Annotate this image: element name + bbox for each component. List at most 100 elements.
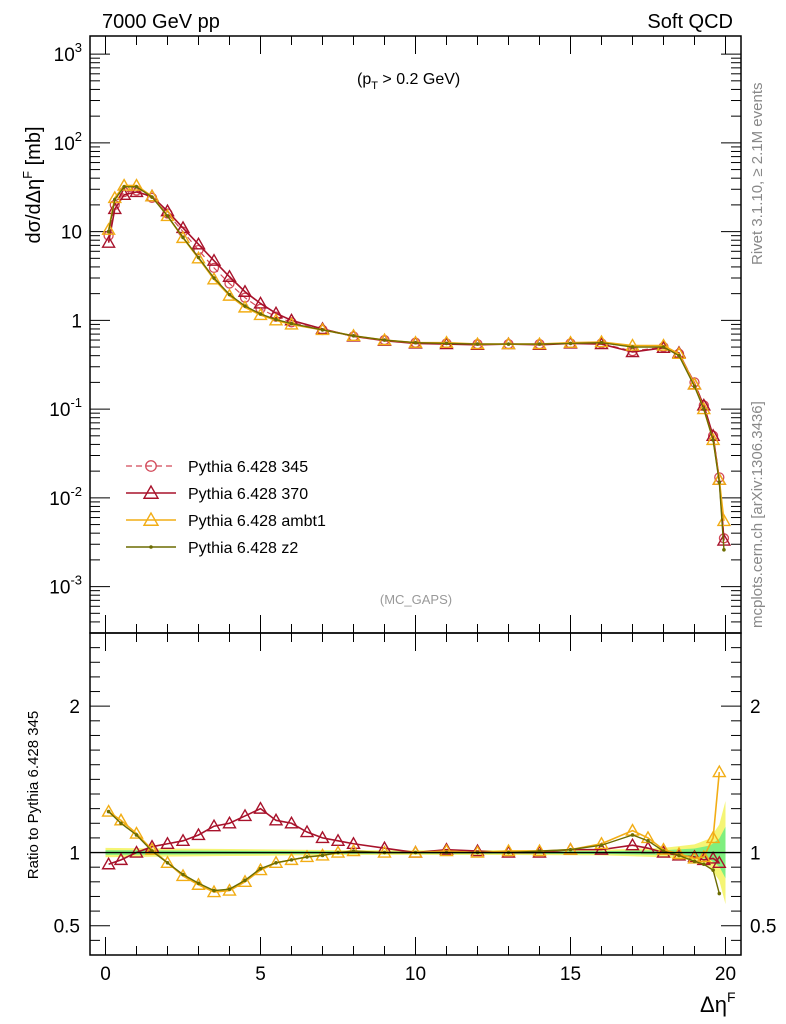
ratio-y-tick-label-left: 1 [69,844,80,865]
data-point [258,312,263,316]
data-point [101,235,116,248]
data-point [106,809,111,814]
ratio-y-tick-label-left: 0.5 [54,917,80,938]
data-point [501,843,516,857]
data-point [129,178,144,191]
data-point [705,850,721,864]
data-point [671,346,687,359]
data-point [212,888,216,893]
cut-label: (pT > 0.2 GeV) [357,71,460,92]
data-point [142,484,160,499]
data-point [129,845,144,858]
data-point [289,321,294,326]
data-point [716,513,732,527]
data-point [113,197,117,202]
legend-label: Pythia 6.428 ambt1 [188,513,326,530]
data-point [101,804,116,817]
data-point [671,846,687,860]
x-tick-label: 15 [560,964,581,985]
main-y-tick-label: 10-1 [49,395,82,421]
data-point [475,342,480,346]
data-point [129,184,144,198]
data-point [722,547,726,552]
ratio-y-tick-label-right: 2 [750,697,761,718]
data-point [134,184,139,189]
data-point [346,843,361,857]
data-point [289,858,294,862]
data-point [305,855,309,859]
data-point [191,250,206,264]
data-point [237,874,253,888]
ratio-y-tick-label-right: 0.5 [750,917,776,938]
data-point [206,884,222,898]
data-point [142,511,160,526]
data-point [382,338,387,342]
main-series-group [101,178,732,552]
data-point [150,195,154,199]
data-point [107,201,123,215]
legend-item: Pythia 6.428 z2 [126,540,298,557]
data-point [413,340,418,345]
data-point [116,178,132,191]
data-point [625,344,640,358]
data-point [646,839,650,843]
data-point [702,407,706,411]
ratio-panel-frame [89,632,742,956]
data-point [222,269,237,282]
data-point [253,307,268,321]
main-y-tick-label: 102 [54,129,82,155]
data-point [717,480,722,485]
data-point [222,815,237,829]
data-point [191,827,206,841]
data-point [702,862,706,867]
data-point [717,891,722,896]
data-point [181,235,185,240]
data-point [268,812,284,826]
data-point [224,278,235,289]
series-line [107,186,725,550]
main-axis-ticks: 10-3 10-2 10-1 1 10 102 103 [49,36,741,634]
data-point [705,830,721,844]
data-point [106,229,111,234]
data-point [175,868,191,882]
data-point [122,184,126,189]
data-point [625,837,640,851]
data-point [274,860,278,865]
data-point [537,342,542,346]
data-point [206,818,222,832]
data-point [237,808,253,822]
ratio-y-tick-label-left: 2 [69,697,80,718]
legend-label: Pythia 6.428 370 [188,486,308,503]
legend-item: Pythia 6.428 370 [126,484,308,503]
data-point [568,847,573,852]
data-point [687,376,702,390]
data-point [196,881,201,886]
mcplots-reference-label: mcplots.cern.ch [arXiv:1306.3436] [749,401,766,628]
ratio-y-tick-label-right: 1 [750,844,761,865]
data-point [191,236,206,250]
data-point [599,843,604,848]
data-point [692,384,697,389]
data-point [149,545,153,549]
data-point [351,333,356,338]
data-point [444,341,449,346]
data-point [119,821,123,826]
data-point [101,856,116,870]
data-point [630,833,635,837]
data-point [696,401,712,415]
data-point [165,214,170,218]
data-point [625,338,640,351]
data-point [237,299,253,313]
x-tick-label: 0 [100,964,111,985]
data-point [712,855,727,868]
beam-label: 7000 GeV pp [102,11,220,33]
data-point [470,843,485,857]
data-point [630,345,635,349]
data-point [145,460,157,472]
data-point [101,222,116,235]
main-y-tick-label: 103 [54,40,82,66]
data-point [243,878,247,883]
main-y-tick-label: 10-3 [49,573,82,599]
data-point [258,866,263,871]
data-point [299,824,315,838]
